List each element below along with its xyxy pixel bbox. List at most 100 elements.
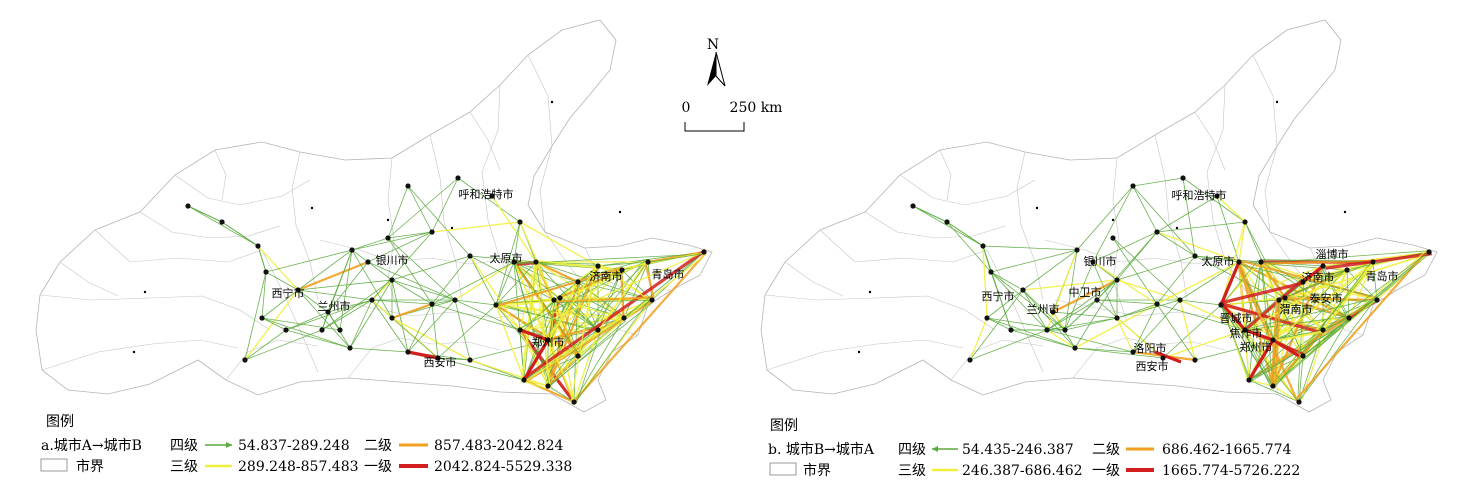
mapB-city-boundary [950,339,1044,381]
mapB-city-node [1300,279,1306,285]
mapB-flow-line [1132,185,1158,233]
mapB-city-node [1344,267,1350,273]
mapA-city-node [365,259,371,265]
mapA-flow-line [431,299,456,305]
mapA-flow-line [367,231,433,263]
mapB-city-node [1154,301,1160,307]
mapA-flow-line [573,299,653,403]
mapB-flow-line [1321,267,1348,319]
mapA-flow-line [575,331,601,404]
mapB-city-node [1192,253,1198,259]
mapA-flow-line [187,205,267,273]
mapB-flow-line [1096,299,1158,305]
mapB-city-node [1300,353,1306,359]
mapA-city-boundary [429,134,463,301]
mapA-city-boundary [214,149,227,201]
mapA-city-node [242,357,248,363]
mapB-city-boundary [1264,145,1278,233]
mapB-city-node [1346,315,1352,321]
mapB-city-label: 郑州市 [1240,340,1273,354]
mapA-flow-line [495,304,625,319]
mapA-city-boundary [329,299,541,319]
mapA-flow-line [511,253,703,265]
mapB-city-label: 济南市 [1302,270,1335,284]
mapA-flow-line [573,329,599,403]
mapA-city-node [517,219,523,225]
mapB-flow-line [1156,303,1246,331]
mapB-flow-line [1244,279,1301,329]
mapB-flow-line [969,317,988,361]
mapB-city-node [1114,315,1120,321]
mapA-city-node [385,235,391,241]
mapA-flow-line [494,302,600,333]
mapB-flow-line [1247,319,1352,382]
mapA-flow-line [454,299,497,306]
mapA-city-boundary [94,229,263,263]
mapA-flow-line [555,296,654,303]
mapB-flow-line [1116,303,1158,319]
mapB-flow-line [1074,279,1118,349]
mapB-flow-line [1116,317,1134,353]
mapA-city-node [595,263,601,269]
mapA-flow-line [511,261,597,265]
mapB-city-point [1275,100,1279,104]
mapB-city-label: 泰安市 [1310,291,1343,305]
mapA-city-node [571,399,577,405]
mapA-city-label: 青岛市 [652,267,685,281]
mapB-flow-line [1046,329,1076,349]
mapB-city-node [1282,295,1288,301]
mapA-flow-line [431,221,521,233]
legend-b-class-2-range: 686.462-1665.774 [1162,442,1292,458]
mapB-city-node [980,243,986,249]
mapB-city-node [1242,327,1248,333]
mapA-city-boundary [539,145,553,233]
mapA-city-boundary [59,261,119,297]
mapB-flow-line [1324,261,1377,329]
mapB-city-node [1044,327,1050,333]
mapA-city-boundary [469,111,501,171]
legend-a-class-2-range: 857.483-2042.824 [434,438,564,454]
mapA-flow-line [407,185,471,257]
mapB-flow-line [986,317,1066,331]
mapA-city-node [595,327,601,333]
mapA-flow-line [244,329,287,361]
mapB-flow-line [1218,301,1300,402]
mapB-flow-line [1010,329,1076,349]
mapB-flow-line [1272,330,1324,342]
mapA-city-boundary [527,54,553,147]
mapB-flow-line [1182,177,1196,257]
mapB-flow-line [1249,262,1372,382]
mapB-flow-line [1092,185,1134,263]
mapB-city-boundary [1252,54,1278,147]
mapB-city-node [1090,259,1096,265]
mapB-flow-line-level-1 [1221,303,1247,332]
mapB-flow-line [986,317,1076,349]
mapA-city-boundary [174,174,311,206]
mapB-city-node [1320,327,1326,333]
mapB-flow-line [1022,249,1078,291]
mapB-flow-line [1325,298,1376,332]
mapA-city-node [389,315,395,321]
mapB-flow-line [1261,259,1374,263]
mapB-flow-line [1243,297,1377,331]
legend-b-class-4-level: 四级 [898,442,926,458]
mapB-flow-line [1092,261,1118,319]
mapB-city-node [1236,259,1242,265]
mapB-city-node [1074,247,1080,253]
mapB-flow-line [1263,258,1301,284]
legend-a-title: 图例 [46,414,74,430]
mapA-flow-line [327,299,373,313]
mapB-city-node [1130,183,1136,189]
mapB-flow-line [1156,221,1246,233]
legend-b-class-3-level: 三级 [898,463,926,479]
mapA-flow-line [546,320,626,390]
mapA-city-node [619,267,625,273]
mapA-city-node [349,247,355,253]
mapA-city-node [489,193,495,199]
mapB-flow-line [1132,177,1184,187]
mapB-flow-line [1322,250,1431,332]
mapB-city-boundary [1206,84,1226,261]
mapA-flow-line [535,261,653,301]
mapB-city-node [1270,337,1276,343]
